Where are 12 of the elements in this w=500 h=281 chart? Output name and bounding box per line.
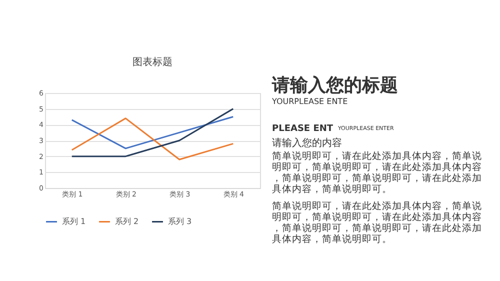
line-series	[71, 116, 234, 150]
text: 简单说明即可，请在此处添加具体内容，简单说明即可，简单说明即可，请在此处添加具体内容，简单说明即可，简单说明即可，请在此处添加具体内容，简单说明即可。	[272, 200, 482, 245]
legend-label: 系列 3	[168, 216, 192, 226]
chart-title: 图表标题	[132, 56, 172, 68]
text: 请输入您的内容	[272, 137, 342, 149]
text: 请输入您的标题	[271, 75, 398, 96]
legend-label: 系列 2	[115, 216, 139, 226]
text: 简单说明即可，请在此处添加具体内容，简单说明即可，简单说明即可，请在此处添加具体内容，简单说明即可，简单说明即可，请在此处添加具体内容，简单说明即可。	[272, 150, 482, 195]
line-series	[71, 118, 234, 160]
text: YOURPLEASE ENTE	[271, 97, 348, 106]
legend-label: 系列 1	[62, 216, 86, 226]
text: PLEASE ENT	[272, 124, 334, 134]
